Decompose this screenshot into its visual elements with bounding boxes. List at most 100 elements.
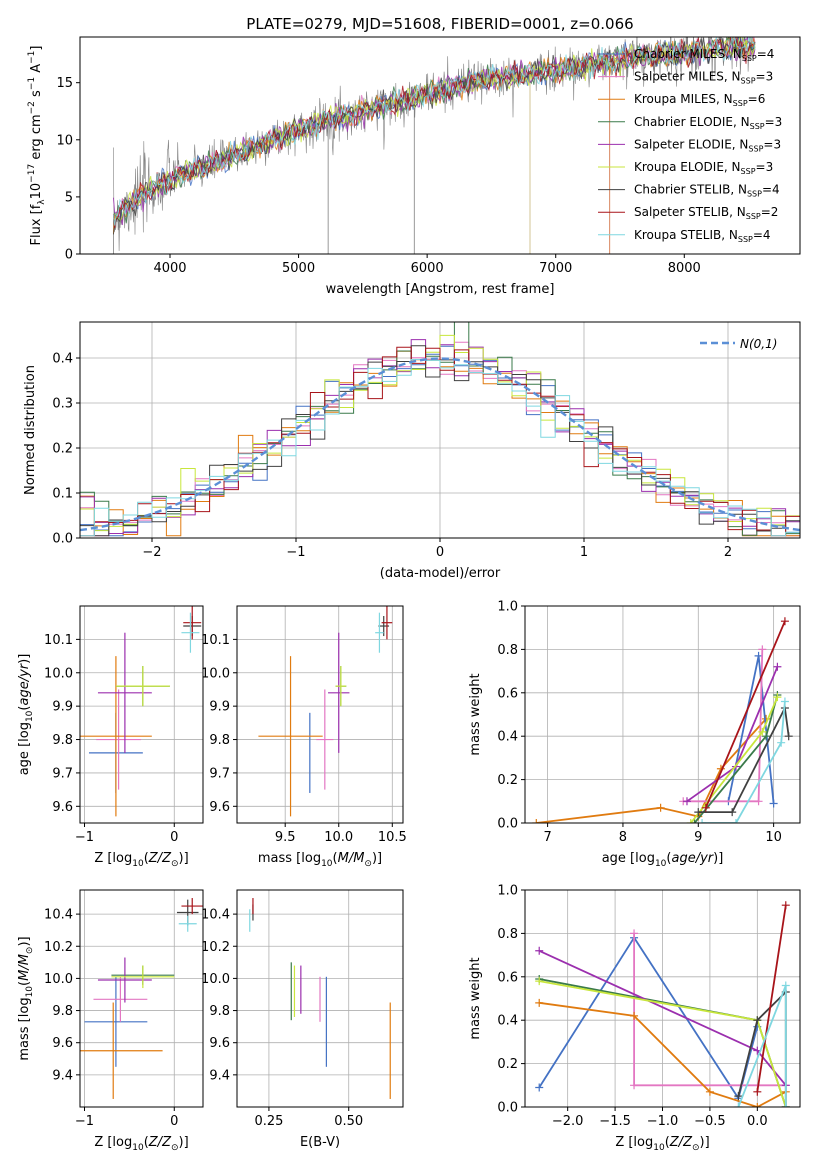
weight-point-salpeter-miles: [630, 929, 639, 938]
weight_vs_age-frame: [524, 605, 801, 824]
weight_vs_Z-plot-area: [535, 901, 790, 1107]
age_vs_Z-xtick-label: −1: [75, 830, 94, 845]
label-part: ⊙: [364, 859, 372, 869]
label-part: =3: [756, 160, 774, 174]
weight-point-chabrier-elodie: [690, 819, 699, 823]
age_vs_Z-ytick-label: 9.8: [52, 733, 73, 748]
label-part: 10: [653, 1143, 665, 1153]
weight-point-kroupa-stelib: [734, 1103, 743, 1107]
model-spectrum-salpeter-elodie: [112, 37, 756, 226]
label-part: Z [log: [94, 851, 132, 866]
label-part: ⊙: [171, 859, 179, 869]
label-part: )]: [700, 1135, 710, 1150]
residuals-xtick-label: −2: [142, 545, 161, 560]
label-part: ⊙: [692, 1143, 700, 1153]
label-part: M/M: [338, 851, 365, 866]
spectrum-xtick-label: 6000: [411, 261, 444, 276]
age_vs_Z-xtick-label: 0: [170, 830, 178, 845]
spectrum-xlabel: wavelength [Angstrom, rest frame]: [326, 282, 555, 297]
label-part: Salpeter ELODIE, N: [634, 137, 748, 151]
label-part: Z/Z: [148, 1135, 172, 1150]
label-part: SSP: [733, 99, 748, 108]
age_vs_Z-ytick-label: 9.6: [52, 800, 73, 815]
label-part: (: [17, 981, 32, 986]
weight-point-chabrier-stelib: [753, 1016, 762, 1025]
weight_vs_Z-ytick-label: 0.8: [497, 927, 518, 942]
mass_vs_Z-xlabel: Z [log10(Z/Z⊙)]: [94, 1135, 188, 1153]
label-part: )]: [17, 654, 32, 664]
legend-label-chabrier-miles: Chabrier MILES, NSSP=4: [634, 47, 774, 63]
weight-point-kroupa-elodie: [773, 693, 782, 702]
legend-label-kroupa-stelib: Kroupa STELIB, NSSP=4: [634, 228, 771, 244]
label-part: 10: [655, 859, 667, 869]
mass_vs_ebv-xtick-label: 0.50: [334, 1114, 363, 1129]
weight_vs_age-ylabel: mass weight: [468, 673, 483, 755]
spectrum-xtick-label: 4000: [153, 261, 186, 276]
weight_vs_age-ytick-label: 0.2: [497, 773, 518, 788]
weight_vs_Z-xtick-label: −2.0: [552, 1114, 584, 1129]
mass_vs_ebv-ytick-label: 9.8: [209, 1004, 230, 1019]
label-part: SSP: [741, 167, 756, 176]
mass_vs_ebv-ytick-label: 9.6: [209, 1036, 230, 1051]
label-part: =6: [748, 92, 766, 106]
label-part: age [log: [602, 851, 655, 866]
weight_vs_Z-ytick-label: 0.4: [497, 1014, 518, 1029]
age_vs_mass-ytick-label: 9.9: [209, 700, 230, 715]
label-part: 10: [29, 183, 44, 200]
residuals-xtick-label: −1: [286, 545, 305, 560]
label-part: SSP: [750, 122, 765, 131]
weight_vs_Z-axes: −2.0 −1.5 −1.0 −0.5 0.0 0.0 0.2 0.4 0.6 0.8 1.0 Z […: [468, 884, 801, 1153]
residuals-ytick-label: 0.4: [52, 352, 73, 367]
weight-point-kroupa-miles: [705, 1087, 714, 1096]
label-part: SSP: [746, 212, 761, 221]
weight-point-chabrier-stelib: [728, 808, 737, 817]
label-part: )]: [179, 1135, 189, 1150]
age_vs_mass-ytick-label: 9.8: [209, 733, 230, 748]
spectrum-xtick-label: 7000: [539, 261, 572, 276]
residuals-xlabel: (data-model)/error: [380, 566, 501, 581]
label-part: (: [17, 706, 32, 711]
age_vs_Z-ylabel: age [log10(age/yr)]: [17, 654, 35, 776]
mass_vs_ebv-ytick-label: 10.0: [201, 972, 230, 987]
mass_vs_Z-frame: [79, 889, 204, 1108]
residuals-xtick-label: 0: [436, 545, 444, 560]
weight_vs_Z-ytick-label: 0.2: [497, 1057, 518, 1072]
spectrum-ytick-label: 10: [56, 133, 73, 148]
residuals-ytick-label: 0.3: [52, 397, 73, 412]
age_vs_mass-axes: 9.5 10.0 10.5 9.6 9.7 9.8 9.9 10.0 10.1 mass [log…: [201, 605, 407, 869]
residual-histogram-salpeter-stelib: [80, 346, 800, 537]
age_vs_mass-xlabel: mass [log10(M/M⊙)]: [258, 851, 382, 869]
label-part: =4: [762, 183, 780, 197]
label-part: 10: [132, 859, 144, 869]
age_vs_mass-ytick-label: 9.6: [209, 800, 230, 815]
label-part: ⊙: [25, 947, 35, 955]
label-part: SSP: [738, 235, 753, 244]
weight_vs_age-xtick-label: 8: [619, 830, 627, 845]
label-part: ]: [29, 46, 44, 51]
weight_vs_Z-ytick-label: 0.0: [497, 1101, 518, 1116]
weight-point-chabrier-stelib: [694, 808, 703, 817]
weight-point-chabrier-miles: [535, 1083, 544, 1092]
weight_vs_age-xtick-label: 9: [694, 830, 702, 845]
spectrum-xtick-label: 8000: [668, 261, 701, 276]
age_vs_Z-ytick-label: 10.1: [44, 633, 73, 648]
weight-point-kroupa-stelib: [781, 1103, 790, 1107]
label-part: s: [29, 90, 44, 101]
weight-point-salpeter-miles: [630, 1081, 639, 1090]
label-part: mass [log: [17, 997, 32, 1060]
mass_vs_Z-xtick-label: −1: [75, 1114, 94, 1129]
mass_vs_Z-ytick-label: 10.4: [44, 908, 73, 923]
residuals-plot-area: [80, 322, 800, 537]
weight_vs_age-xtick-label: 7: [543, 830, 551, 845]
weight-point-kroupa-stelib: [781, 981, 790, 990]
figure-title: PLATE=0279, MJD=51608, FIBERID=0001, z=0…: [246, 15, 633, 33]
weight-point-chabrier-elodie: [762, 732, 771, 741]
weight_vs_age-ytick-label: 1.0: [497, 600, 518, 615]
legend-label-salpeter-elodie: Salpeter ELODIE, NSSP=3: [634, 137, 781, 153]
spectrum-frame: [79, 36, 801, 255]
label-part: )]: [713, 851, 723, 866]
weight-line-salpeter-stelib: [756, 905, 787, 1092]
legend-label-kroupa-elodie: Kroupa ELODIE, NSSP=3: [634, 160, 773, 176]
mass_vs_Z-ytick-label: 9.8: [52, 1004, 73, 1019]
